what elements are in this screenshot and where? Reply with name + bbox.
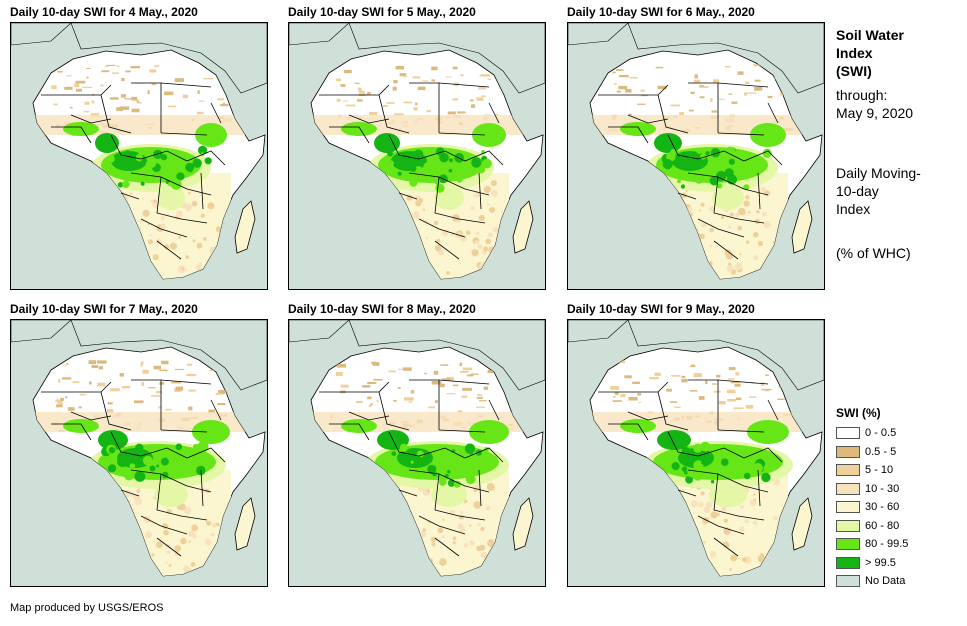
- legend-label: 5 - 10: [865, 464, 894, 476]
- legend-label: No Data: [865, 575, 906, 587]
- panel-title-3: Daily 10-day SWI for 6 May., 2020: [567, 5, 755, 19]
- legend-item: 30 - 60: [836, 500, 899, 514]
- legend-swatch: [836, 445, 860, 458]
- legend-label: 10 - 30: [865, 482, 900, 495]
- legend-swatch: [836, 482, 860, 495]
- panel-title-6: Daily 10-day SWI for 9 May., 2020: [567, 302, 755, 316]
- swi-map-panel-5: [288, 319, 546, 587]
- heading-line-1: Soil Water: [836, 27, 904, 43]
- legend-swatch: [836, 427, 860, 439]
- swi-map-panel-1: [10, 22, 268, 290]
- africa-map: [289, 320, 545, 577]
- through-block: through: May 9, 2020: [836, 86, 956, 122]
- panel-title-1: Daily 10-day SWI for 4 May., 2020: [10, 5, 198, 19]
- map-legend-heading: Soil Water Index (SWI): [836, 26, 956, 80]
- legend-swatch: [836, 538, 860, 550]
- legend-swatch: [836, 556, 860, 569]
- africa-map: [568, 320, 824, 577]
- legend-item: No Data: [836, 574, 905, 588]
- index-line-1: Daily Moving-: [836, 165, 921, 181]
- through-date: May 9, 2020: [836, 105, 914, 121]
- legend-label: 60 - 80: [865, 519, 900, 532]
- legend-label: 30 - 60: [865, 501, 900, 513]
- legend-label: 0.5 - 5: [865, 445, 897, 458]
- legend-title: SWI (%): [836, 406, 881, 420]
- legend-label: 0 - 0.5: [865, 427, 897, 439]
- index-description: Daily Moving- 10-day Index: [836, 164, 956, 218]
- africa-map: [11, 23, 267, 280]
- through-label: through:: [836, 87, 888, 103]
- panel-title-4: Daily 10-day SWI for 7 May., 2020: [10, 302, 198, 316]
- legend-label: > 99.5: [865, 556, 896, 569]
- legend-swatch: [836, 464, 860, 476]
- swi-map-panel-3: [567, 22, 825, 290]
- panel-title-2: Daily 10-day SWI for 5 May., 2020: [288, 5, 476, 19]
- africa-map: [11, 320, 267, 577]
- legend-label: 80 - 99.5: [865, 538, 909, 550]
- index-line-3: Index: [836, 201, 871, 217]
- swi-map-panel-6: [567, 319, 825, 587]
- africa-map: [568, 23, 824, 280]
- legend-swatch: [836, 501, 860, 513]
- credit-text: Map produced by USGS/EROS: [10, 602, 164, 614]
- africa-map: [289, 23, 545, 280]
- swi-map-panel-2: [288, 22, 546, 290]
- legend-item: 0.5 - 5: [836, 445, 896, 459]
- legend-item: 60 - 80: [836, 519, 899, 533]
- legend-item: 80 - 99.5: [836, 537, 908, 551]
- index-line-2: 10-day: [836, 183, 879, 199]
- unit-label: (% of WHC): [836, 245, 911, 261]
- legend-item: 10 - 30: [836, 482, 899, 496]
- swi-map-panel-4: [10, 319, 268, 587]
- legend-swatch: [836, 519, 860, 532]
- legend-item: 5 - 10: [836, 463, 893, 477]
- panel-title-5: Daily 10-day SWI for 8 May., 2020: [288, 302, 476, 316]
- legend-item: > 99.5: [836, 556, 896, 570]
- heading-line-3: (SWI): [836, 63, 872, 79]
- heading-line-2: Index: [836, 45, 873, 61]
- legend-swatch: [836, 575, 860, 587]
- legend-item: 0 - 0.5: [836, 426, 896, 440]
